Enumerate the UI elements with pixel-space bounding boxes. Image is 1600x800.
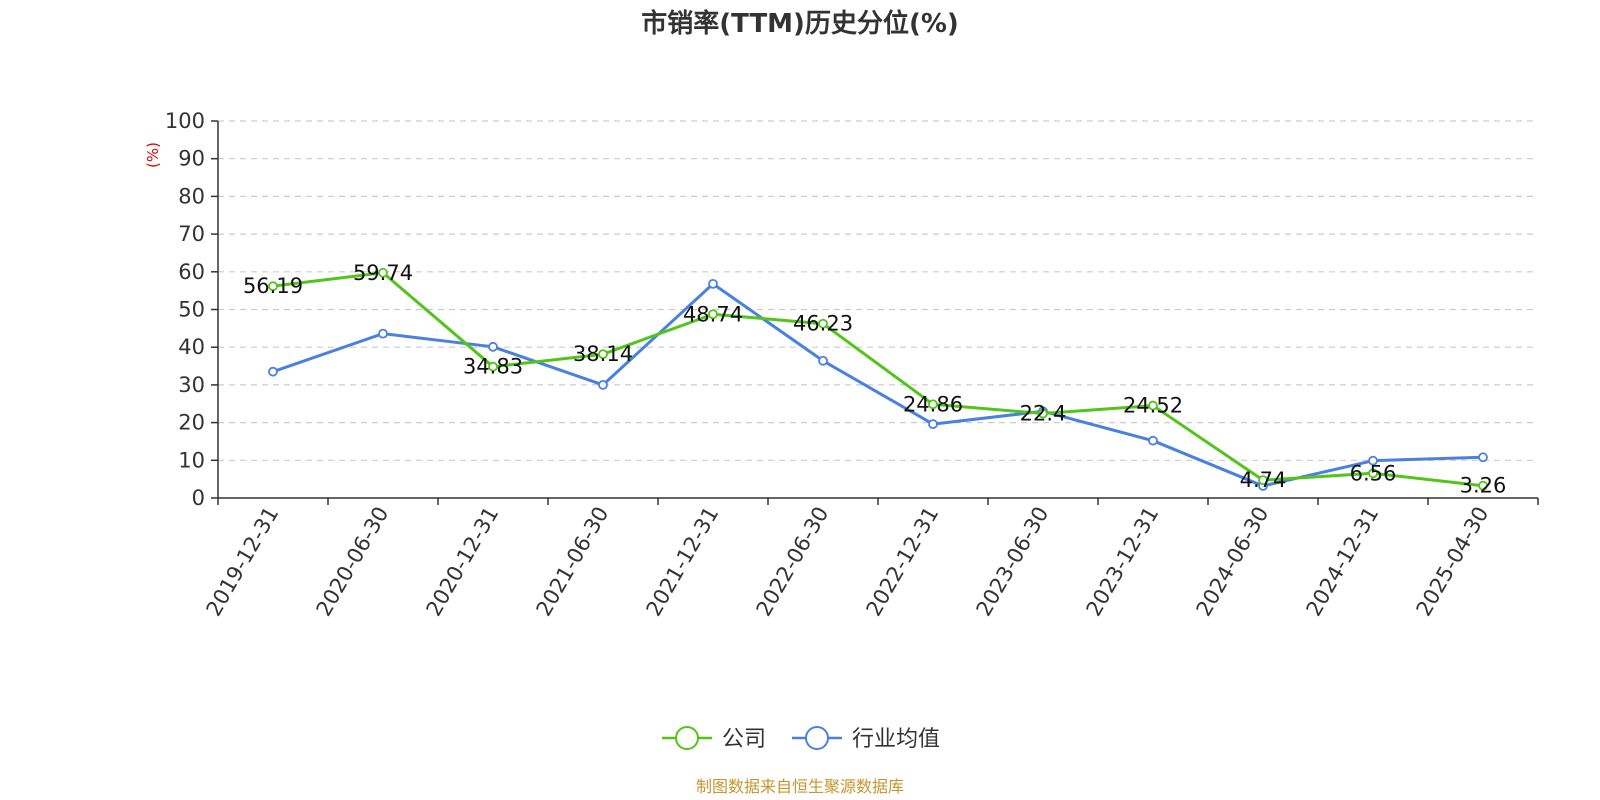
data-label-2020-12-31: 34.83 [463, 355, 523, 379]
legend-item-1[interactable]: 行业均值 [792, 726, 940, 752]
data-label-2020-06-30: 59.74 [353, 261, 413, 285]
y-tick-label-0: 0 [192, 486, 205, 510]
point-series0-2023-12-31[interactable] [1148, 400, 1158, 411]
point-series1-2021-12-31[interactable] [708, 278, 718, 289]
data-label-2022-06-30: 46.23 [793, 312, 853, 336]
data-label-2022-12-31: 24.86 [903, 392, 963, 416]
point-series0-2020-06-30[interactable] [378, 267, 388, 278]
data-label-2024-06-30: 4.74 [1240, 468, 1287, 492]
x-tick-label-2020-06-30: 2020-06-30 [312, 503, 394, 621]
point-series1-2025-04-30[interactable] [1478, 452, 1488, 463]
point-series1-2020-06-30[interactable] [378, 328, 388, 339]
point-series1-2024-12-31[interactable] [1368, 455, 1378, 466]
point-series0-2025-04-30[interactable] [1478, 480, 1488, 491]
axes: 0 10 20 30 40 50 60 70 80 90 100 2019-12-31 2020-06-… [165, 109, 1539, 621]
point-series1-2022-06-30[interactable] [818, 355, 828, 366]
legend-label-1: 行业均值 [852, 727, 940, 752]
point-series1-2021-06-30[interactable] [598, 379, 608, 390]
point-series1-2022-12-31[interactable] [928, 419, 938, 430]
data-label-2025-04-30: 3.26 [1460, 474, 1507, 498]
chart-title: 市销率(TTM)历史分位(%) [641, 8, 959, 39]
point-series1-2023-12-31[interactable] [1148, 435, 1158, 446]
x-tick-label-2024-06-30: 2024-06-30 [1192, 503, 1274, 621]
y-tick-label-30: 30 [178, 373, 205, 397]
point-series0-2022-12-31[interactable] [928, 399, 938, 410]
source-note: 制图数据来自恒生聚源数据库 [696, 777, 904, 796]
point-series0-2024-12-31[interactable] [1368, 468, 1378, 479]
point-series0-2019-12-31[interactable] [268, 281, 278, 292]
x-tick-label-2021-12-31: 2021-12-31 [642, 503, 724, 621]
point-series1-2019-12-31[interactable] [268, 366, 278, 377]
legend-item-0[interactable]: 公司 [662, 726, 766, 752]
data-label-2019-12-31: 56.19 [243, 274, 303, 298]
point-series0-2023-06-30[interactable] [1038, 408, 1048, 419]
y-tick-label-10: 10 [178, 448, 205, 472]
y-tick-label-20: 20 [178, 411, 205, 435]
x-tick-label-2025-04-30: 2025-04-30 [1412, 503, 1494, 621]
y-tick-label-40: 40 [178, 335, 205, 359]
data-label-2024-12-31: 6.56 [1350, 461, 1397, 485]
point-series0-2020-12-31[interactable] [488, 361, 498, 372]
legend-marker-1 [805, 726, 829, 750]
x-tick-label-2022-06-30: 2022-06-30 [752, 503, 834, 621]
point-series0-2022-06-30[interactable] [818, 318, 828, 329]
data-label-2021-12-31: 48.74 [683, 302, 743, 326]
data-label-layer: 56.19 59.74 34.83 38.14 48.74 46.23 24.86 22.4 2… [243, 261, 1506, 498]
legend-label-0: 公司 [722, 727, 766, 752]
series-line-0 [272, 271, 1484, 488]
point-series1-2020-12-31[interactable] [488, 341, 498, 352]
y-axis-unit: (%) [144, 142, 162, 168]
x-tick-label-2023-06-30: 2023-06-30 [972, 503, 1054, 621]
y-tick-label-60: 60 [178, 260, 205, 284]
x-tick-label-2019-12-31: 2019-12-31 [202, 503, 284, 621]
data-label-2023-06-30: 22.4 [1020, 402, 1067, 426]
series-layer [268, 267, 1488, 491]
x-tick-label-2024-12-31: 2024-12-31 [1302, 503, 1384, 621]
x-tick-label-2022-12-31: 2022-12-31 [862, 503, 944, 621]
point-series0-2021-12-31[interactable] [708, 309, 718, 320]
data-label-2021-06-30: 38.14 [573, 342, 633, 366]
data-label-2023-12-31: 24.52 [1123, 394, 1183, 418]
y-tick-label-100: 100 [165, 109, 205, 133]
x-tick-label-2021-06-30: 2021-06-30 [532, 503, 614, 621]
y-tick-label-50: 50 [178, 298, 205, 322]
y-tick-label-90: 90 [178, 147, 205, 171]
y-tick-label-80: 80 [178, 184, 205, 208]
grid [218, 120, 1538, 461]
legend-marker-0 [675, 726, 699, 750]
y-tick-label-70: 70 [178, 222, 205, 246]
x-tick-label-2023-12-31: 2023-12-31 [1082, 503, 1164, 621]
point-series0-2024-06-30[interactable] [1258, 475, 1268, 486]
legend[interactable]: 公司 行业均值 [662, 726, 940, 752]
x-tick-label-2020-12-31: 2020-12-31 [422, 503, 504, 621]
series-line-1 [272, 282, 1484, 488]
point-series0-2021-06-30[interactable] [598, 349, 608, 360]
